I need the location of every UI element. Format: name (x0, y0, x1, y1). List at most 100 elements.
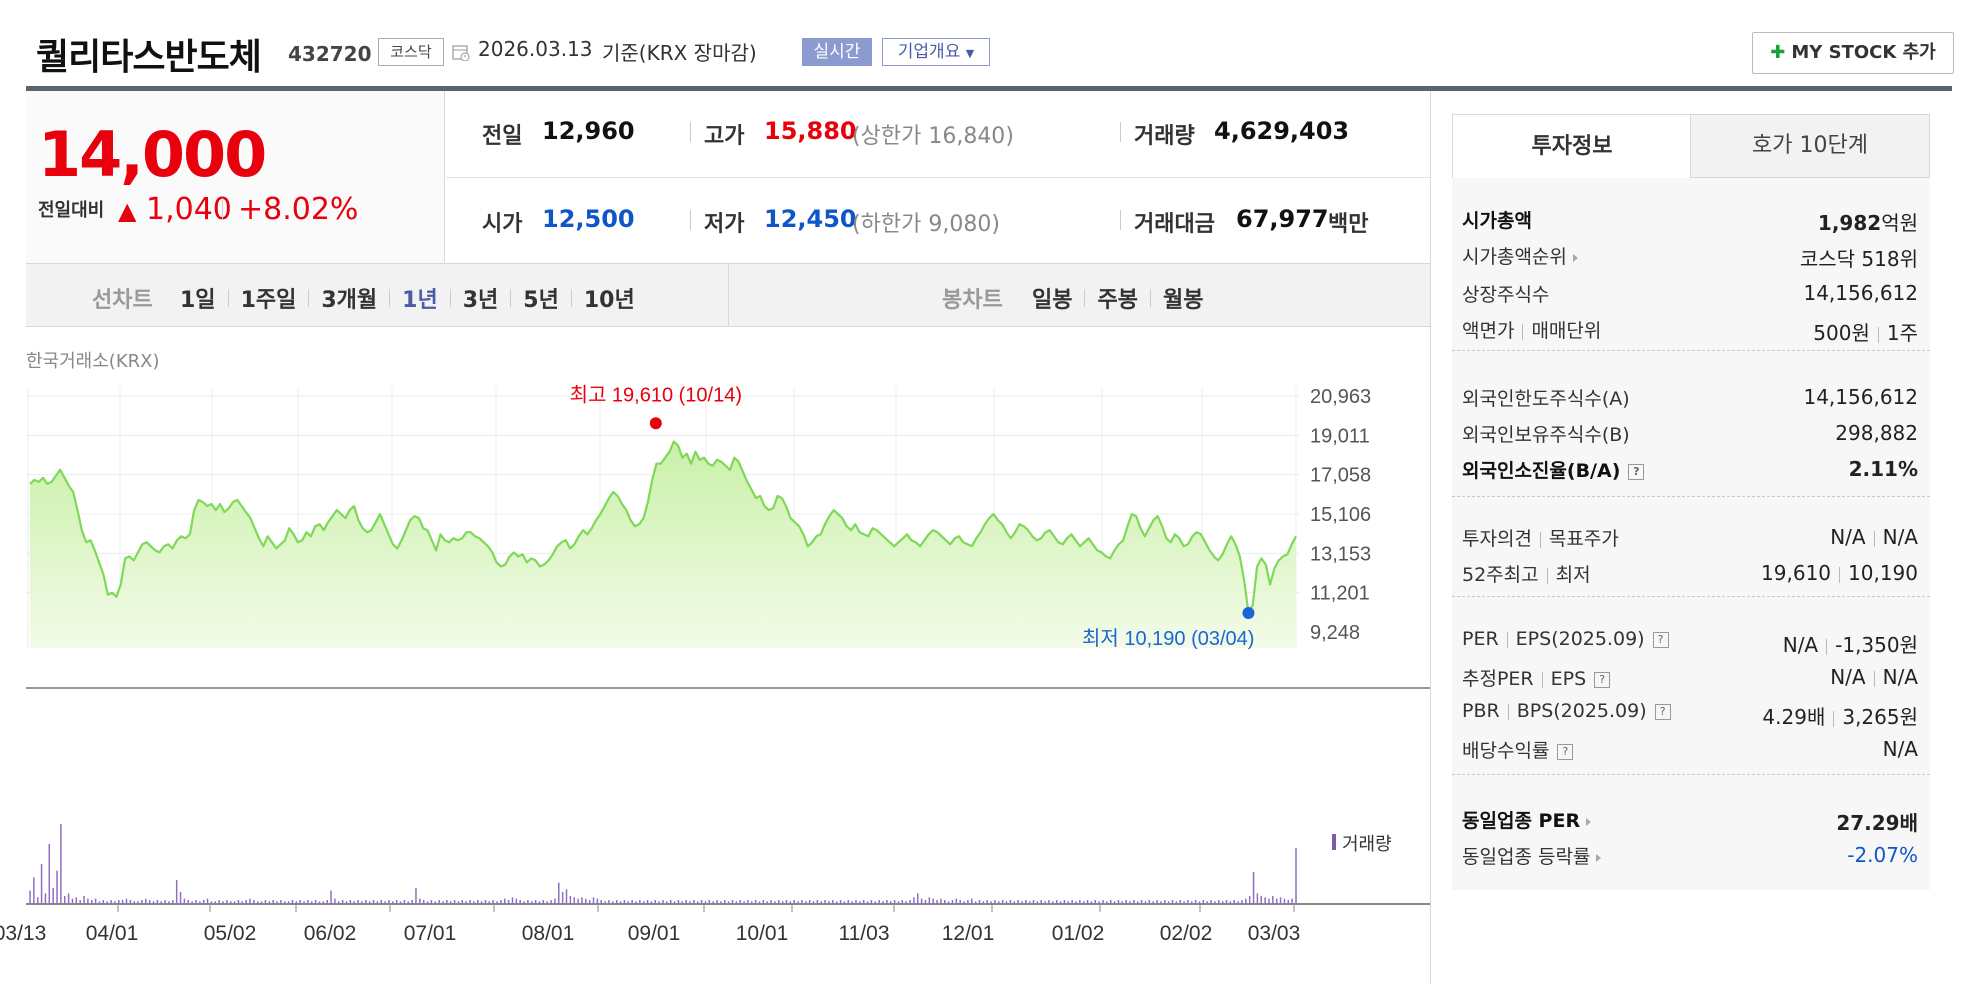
candle-period-tab-0[interactable]: 일봉 (1032, 288, 1073, 313)
info-label-text: 외국인한도주식수(A) (1462, 388, 1630, 410)
add-mystock-button[interactable]: ✚ MY STOCK 추가 (1752, 32, 1954, 74)
trade-value-label: 거래대금 (1134, 212, 1215, 237)
info-value: N/A N/A (1830, 665, 1918, 689)
info-value-text: 10,190 (1848, 561, 1918, 585)
plus-icon: ✚ (1770, 42, 1786, 63)
info-label[interactable]: 시가총액순위 (1462, 242, 1578, 269)
help-icon[interactable]: ? (1594, 671, 1611, 688)
x-tick-label: 09/01 (628, 922, 681, 945)
tab-investment-info[interactable]: 투자정보 (1452, 114, 1692, 179)
info-value-text: 27.29배 (1836, 811, 1918, 835)
info-value: 코스닥 518위 (1800, 243, 1918, 272)
x-tick-label: 04/01 (86, 922, 139, 945)
info-value: 19,610 10,190 (1761, 561, 1918, 585)
x-tick-label: 03/13 (0, 922, 46, 945)
upper-limit: (상한가 16,840) (852, 124, 1014, 149)
data-source-label: 한국거래소(KRX) (26, 351, 160, 372)
line-period-tab-3[interactable]: 1년 (402, 288, 438, 313)
info-value-text: 14,156,612 (1803, 385, 1918, 409)
info-label-text: 외국인보유주식수(B) (1462, 424, 1630, 446)
stock-code: 432720 (288, 42, 372, 66)
market-badge: 코스닥 (378, 38, 444, 66)
company-overview-dropdown[interactable]: 기업개요 ▼ (882, 38, 990, 66)
help-icon[interactable]: ? (1654, 703, 1671, 720)
candle-period-tab-2[interactable]: 월봉 (1162, 288, 1204, 313)
info-value: 298,882 (1835, 421, 1918, 445)
info-label: 배당수익률? (1462, 736, 1574, 763)
help-icon[interactable]: ? (1557, 743, 1574, 760)
tab-order-book[interactable]: 호가 10단계 (1690, 114, 1930, 178)
divider (222, 198, 223, 220)
info-label-text: PER (1462, 628, 1499, 650)
divider (1826, 638, 1828, 655)
info-value: 14,156,612 (1803, 281, 1918, 305)
help-icon[interactable]: ? (1628, 463, 1645, 480)
add-mystock-label: MY STOCK 추가 (1791, 42, 1936, 63)
x-tick-label: 10/01 (736, 922, 789, 945)
info-value-text: N/A (1882, 665, 1918, 689)
candle-period-tab-1[interactable]: 주봉 (1097, 288, 1138, 313)
price-chart[interactable]: 20,963 19,011 17,058 15,106 13,153 11,201 9,24… (0, 380, 1430, 960)
section-divider (1452, 596, 1930, 597)
info-value-text: 4.29배 (1762, 705, 1826, 729)
info-value: N/A -1,350원 (1783, 629, 1918, 658)
chart-high-point (649, 417, 662, 430)
info-value-text: 3,265원 (1842, 705, 1918, 729)
divider (1873, 530, 1875, 547)
y-tick-label: 19,011 (1310, 425, 1370, 447)
stats-row-divider (446, 177, 1430, 178)
line-chart-label: 선차트 (92, 288, 153, 313)
change-label: 전일대비 (38, 200, 105, 221)
divider (1539, 531, 1541, 548)
change-amount: 1,040 (146, 192, 232, 227)
divider (1506, 631, 1508, 648)
info-value-text: 298,882 (1835, 421, 1918, 445)
divider (449, 289, 451, 307)
line-period-tab-4[interactable]: 3년 (462, 288, 499, 313)
high-label: 고가 (704, 124, 745, 149)
y-tick-label: 17,058 (1310, 465, 1371, 487)
company-name: 퀄리타스반도체 (36, 37, 262, 78)
info-label[interactable]: 동일업종 PER (1462, 806, 1592, 833)
volume-label: 거래량 (1134, 124, 1195, 149)
section-divider (1452, 774, 1930, 775)
line-period-tab-5[interactable]: 5년 (523, 288, 559, 313)
info-label-text: 외국인소진율(B/A) (1462, 460, 1621, 482)
divider (308, 289, 310, 307)
section-divider (1452, 496, 1930, 497)
info-value-text: 1,982 (1817, 211, 1882, 235)
triangle-up-icon: ▲ (118, 197, 137, 225)
line-period-tab-0[interactable]: 1일 (180, 288, 216, 313)
info-label-text: 투자의견 (1462, 528, 1532, 550)
info-label-text: 액면가 (1462, 320, 1515, 342)
lower-limit: (하한가 9,080) (852, 212, 1000, 237)
divider (1541, 671, 1543, 688)
divider (1522, 323, 1524, 340)
info-value: -2.07% (1847, 843, 1918, 867)
info-label-text: 배당수익률 (1462, 740, 1550, 762)
realtime-button[interactable]: 실시간 (802, 38, 872, 66)
volume-legend-swatch (1332, 834, 1336, 850)
help-icon[interactable]: ? (1652, 631, 1669, 648)
x-tick-label: 05/02 (204, 922, 257, 945)
info-value: 14,156,612 (1803, 385, 1918, 409)
divider (1877, 326, 1879, 343)
info-label: PER EPS(2025.09)? (1462, 628, 1669, 650)
info-label-text: 52주최고 (1462, 564, 1539, 586)
x-tick-label: 08/01 (522, 922, 575, 945)
x-tick-label: 03/03 (1248, 922, 1301, 945)
line-period-tab-2[interactable]: 3개월 (321, 288, 378, 313)
info-value-text: N/A (1830, 665, 1866, 689)
x-tick-label: 01/02 (1052, 922, 1105, 945)
info-label[interactable]: 동일업종 등락률 (1462, 842, 1602, 869)
section-divider (1452, 350, 1930, 351)
divider (1120, 122, 1121, 142)
info-value-text: 2.11% (1848, 457, 1918, 481)
line-period-tab-6[interactable]: 10년 (583, 288, 635, 313)
chart-high-label: 최고 19,610 (10/14) (570, 383, 742, 406)
line-period-tab-1[interactable]: 1주일 (240, 288, 297, 313)
price-summary (26, 91, 445, 263)
divider (728, 263, 729, 327)
info-label: 액면가 매매단위 (1462, 316, 1601, 343)
y-tick-label: 11,201 (1310, 583, 1370, 605)
